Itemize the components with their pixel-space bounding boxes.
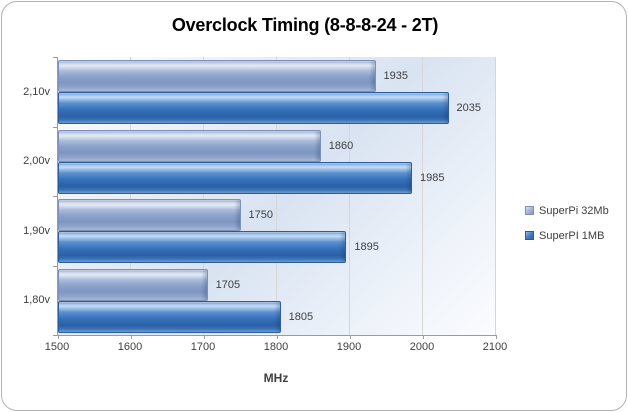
x-axis-tickmark (350, 335, 351, 339)
gridline-2000 (422, 57, 423, 335)
legend-entry-superpi-32mb: SuperPi 32Mb (525, 203, 609, 218)
x-axis-tickmark (58, 335, 59, 339)
bar-value-label: 1750 (248, 209, 273, 221)
bar-value-label: 1985 (420, 171, 445, 184)
bar-superpi-32mb-2,10v (58, 60, 376, 92)
x-axis-label-1800: 1800 (263, 341, 289, 353)
y-axis-tickmark (53, 126, 58, 128)
x-axis-label-1900: 1900 (336, 341, 362, 353)
legend-marker-icon (525, 231, 534, 240)
x-axis-label-2100: 2100 (482, 341, 508, 353)
bar-value-label: 1805 (288, 310, 314, 323)
bar-value-label: 1935 (383, 70, 409, 82)
x-axis-tickmark (204, 335, 205, 339)
bar-superpi-1mb-1,80v (58, 300, 281, 333)
bar-value-label: 1705 (215, 278, 241, 291)
x-axis-tickmark (496, 335, 497, 339)
y-axis-label-2,00v: 2,00v (23, 155, 50, 168)
y-axis-tickmark (53, 196, 58, 197)
y-axis-label-2,10v: 2,10v (23, 85, 50, 98)
bar-superpi-1mb-2,00v (58, 161, 413, 194)
y-axis-tickmark (53, 265, 58, 267)
y-axis-label-1,80v: 1,80v (23, 294, 50, 307)
bar-superpi-32mb-1,80v (58, 268, 208, 301)
gridline-1700 (203, 57, 204, 335)
bar-superpi-1mb-2,10v (58, 92, 449, 124)
bar-value-label: 1860 (328, 139, 354, 152)
x-axis-label-1700: 1700 (190, 341, 216, 353)
x-axis-tickmark (131, 335, 132, 339)
legend: SuperPi 32Mb SuperPI 1MB (525, 203, 609, 253)
legend-label: SuperPi 32Mb (539, 204, 609, 217)
bar-superpi-32mb-2,00v (58, 129, 321, 162)
bar-superpi-1mb-1,90v (58, 231, 347, 263)
x-axis-label-1600: 1600 (117, 341, 143, 353)
gridline-2100 (495, 57, 496, 335)
legend-entry-superpi-1mb: SuperPI 1MB (525, 228, 609, 243)
gridline-1800 (276, 57, 277, 335)
y-axis-label-1,90v: 1,90v (23, 224, 50, 237)
x-axis-label-2000: 2000 (409, 341, 435, 353)
gridline-1600 (130, 57, 131, 335)
x-axis-title: MHz (263, 371, 289, 385)
gridline-1900 (349, 57, 350, 335)
bar-superpi-32mb-1,90v (58, 199, 241, 231)
legend-marker-icon (525, 206, 534, 215)
x-axis-tickmark (277, 335, 278, 339)
y-axis-tickmark (53, 335, 58, 336)
plot-area: 1935 2035 1860 1985 1750 1895 1705 1805 (53, 57, 497, 339)
bar-value-label: 1895 (354, 241, 379, 253)
bar-value-label: 2035 (456, 102, 482, 114)
y-axis-tickmark (53, 57, 58, 58)
chart-title: Overclock Timing (8-8-8-24 - 2T) (171, 15, 439, 35)
x-axis-label-1500: 1500 (44, 341, 70, 353)
x-axis-tickmark (423, 335, 424, 339)
legend-label: SuperPI 1MB (539, 229, 605, 242)
